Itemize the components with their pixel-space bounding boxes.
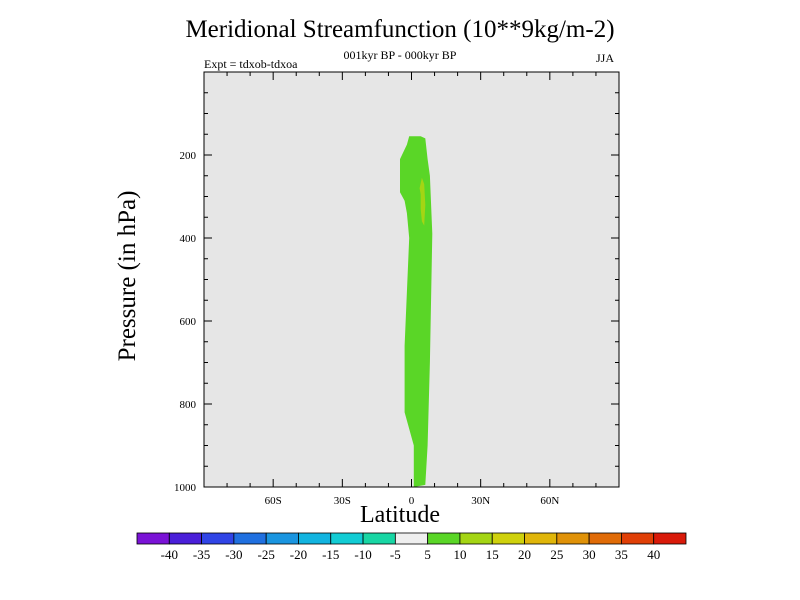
colorbar-label: 25 [550,547,563,562]
x-tick-label: 60N [540,495,559,507]
season-label: JJA [596,51,615,65]
colorbar-label: -15 [322,547,339,562]
colorbar-label: -10 [354,547,371,562]
colorbar-label: -40 [161,547,178,562]
colorbar-label: 40 [647,547,660,562]
colorbar-box [556,532,590,545]
colorbar-box [491,532,525,545]
colorbar-box [330,532,364,545]
colorbar-label: 10 [453,547,466,562]
x-tick-label: 0 [409,495,415,507]
colorbar-box [298,532,332,545]
colorbar-box [621,532,655,545]
colorbar-box [168,532,202,545]
chart-subtitle: 001kyr BP - 000kyr BP [343,48,457,62]
experiment-label: Expt = tdxob-tdxoa [204,57,298,71]
y-tick-label: 400 [180,233,197,245]
chart-title: Meridional Streamfunction (10**9kg/m-2) [185,16,615,43]
colorbar-label: 5 [424,547,431,562]
y-tick-label: 1000 [174,482,197,494]
colorbar-box [588,532,622,545]
colorbar-label: 15 [486,547,499,562]
x-axis-label: Latitude [360,502,440,528]
colorbar-box [233,532,267,545]
y-tick-label: 800 [180,399,197,411]
colorbar-label: 30 [583,547,596,562]
y-tick-label: 200 [180,150,197,162]
colorbar-box [265,532,299,545]
colorbar-label: -5 [390,547,401,562]
colorbar-box [362,532,396,545]
colorbar-label: -20 [290,547,307,562]
colorbar-label: -35 [193,547,210,562]
colorbar-label: -25 [258,547,275,562]
contour-region-10-15 [419,177,426,226]
colorbar-label: -30 [225,547,242,562]
colorbar-box [201,532,235,545]
colorbar-label: 35 [615,547,628,562]
colorbar-box [459,532,493,545]
x-tick-label: 60S [265,495,282,507]
colorbar-box [136,532,170,545]
x-tick-label: 30N [471,495,490,507]
y-tick-label: 600 [180,316,197,328]
colorbar-label: 20 [518,547,531,562]
colorbar-box [394,532,429,545]
colorbar-box [524,532,558,545]
colorbar-box [653,532,687,545]
x-tick-label: 30S [334,495,351,507]
colorbar-box [427,532,461,545]
